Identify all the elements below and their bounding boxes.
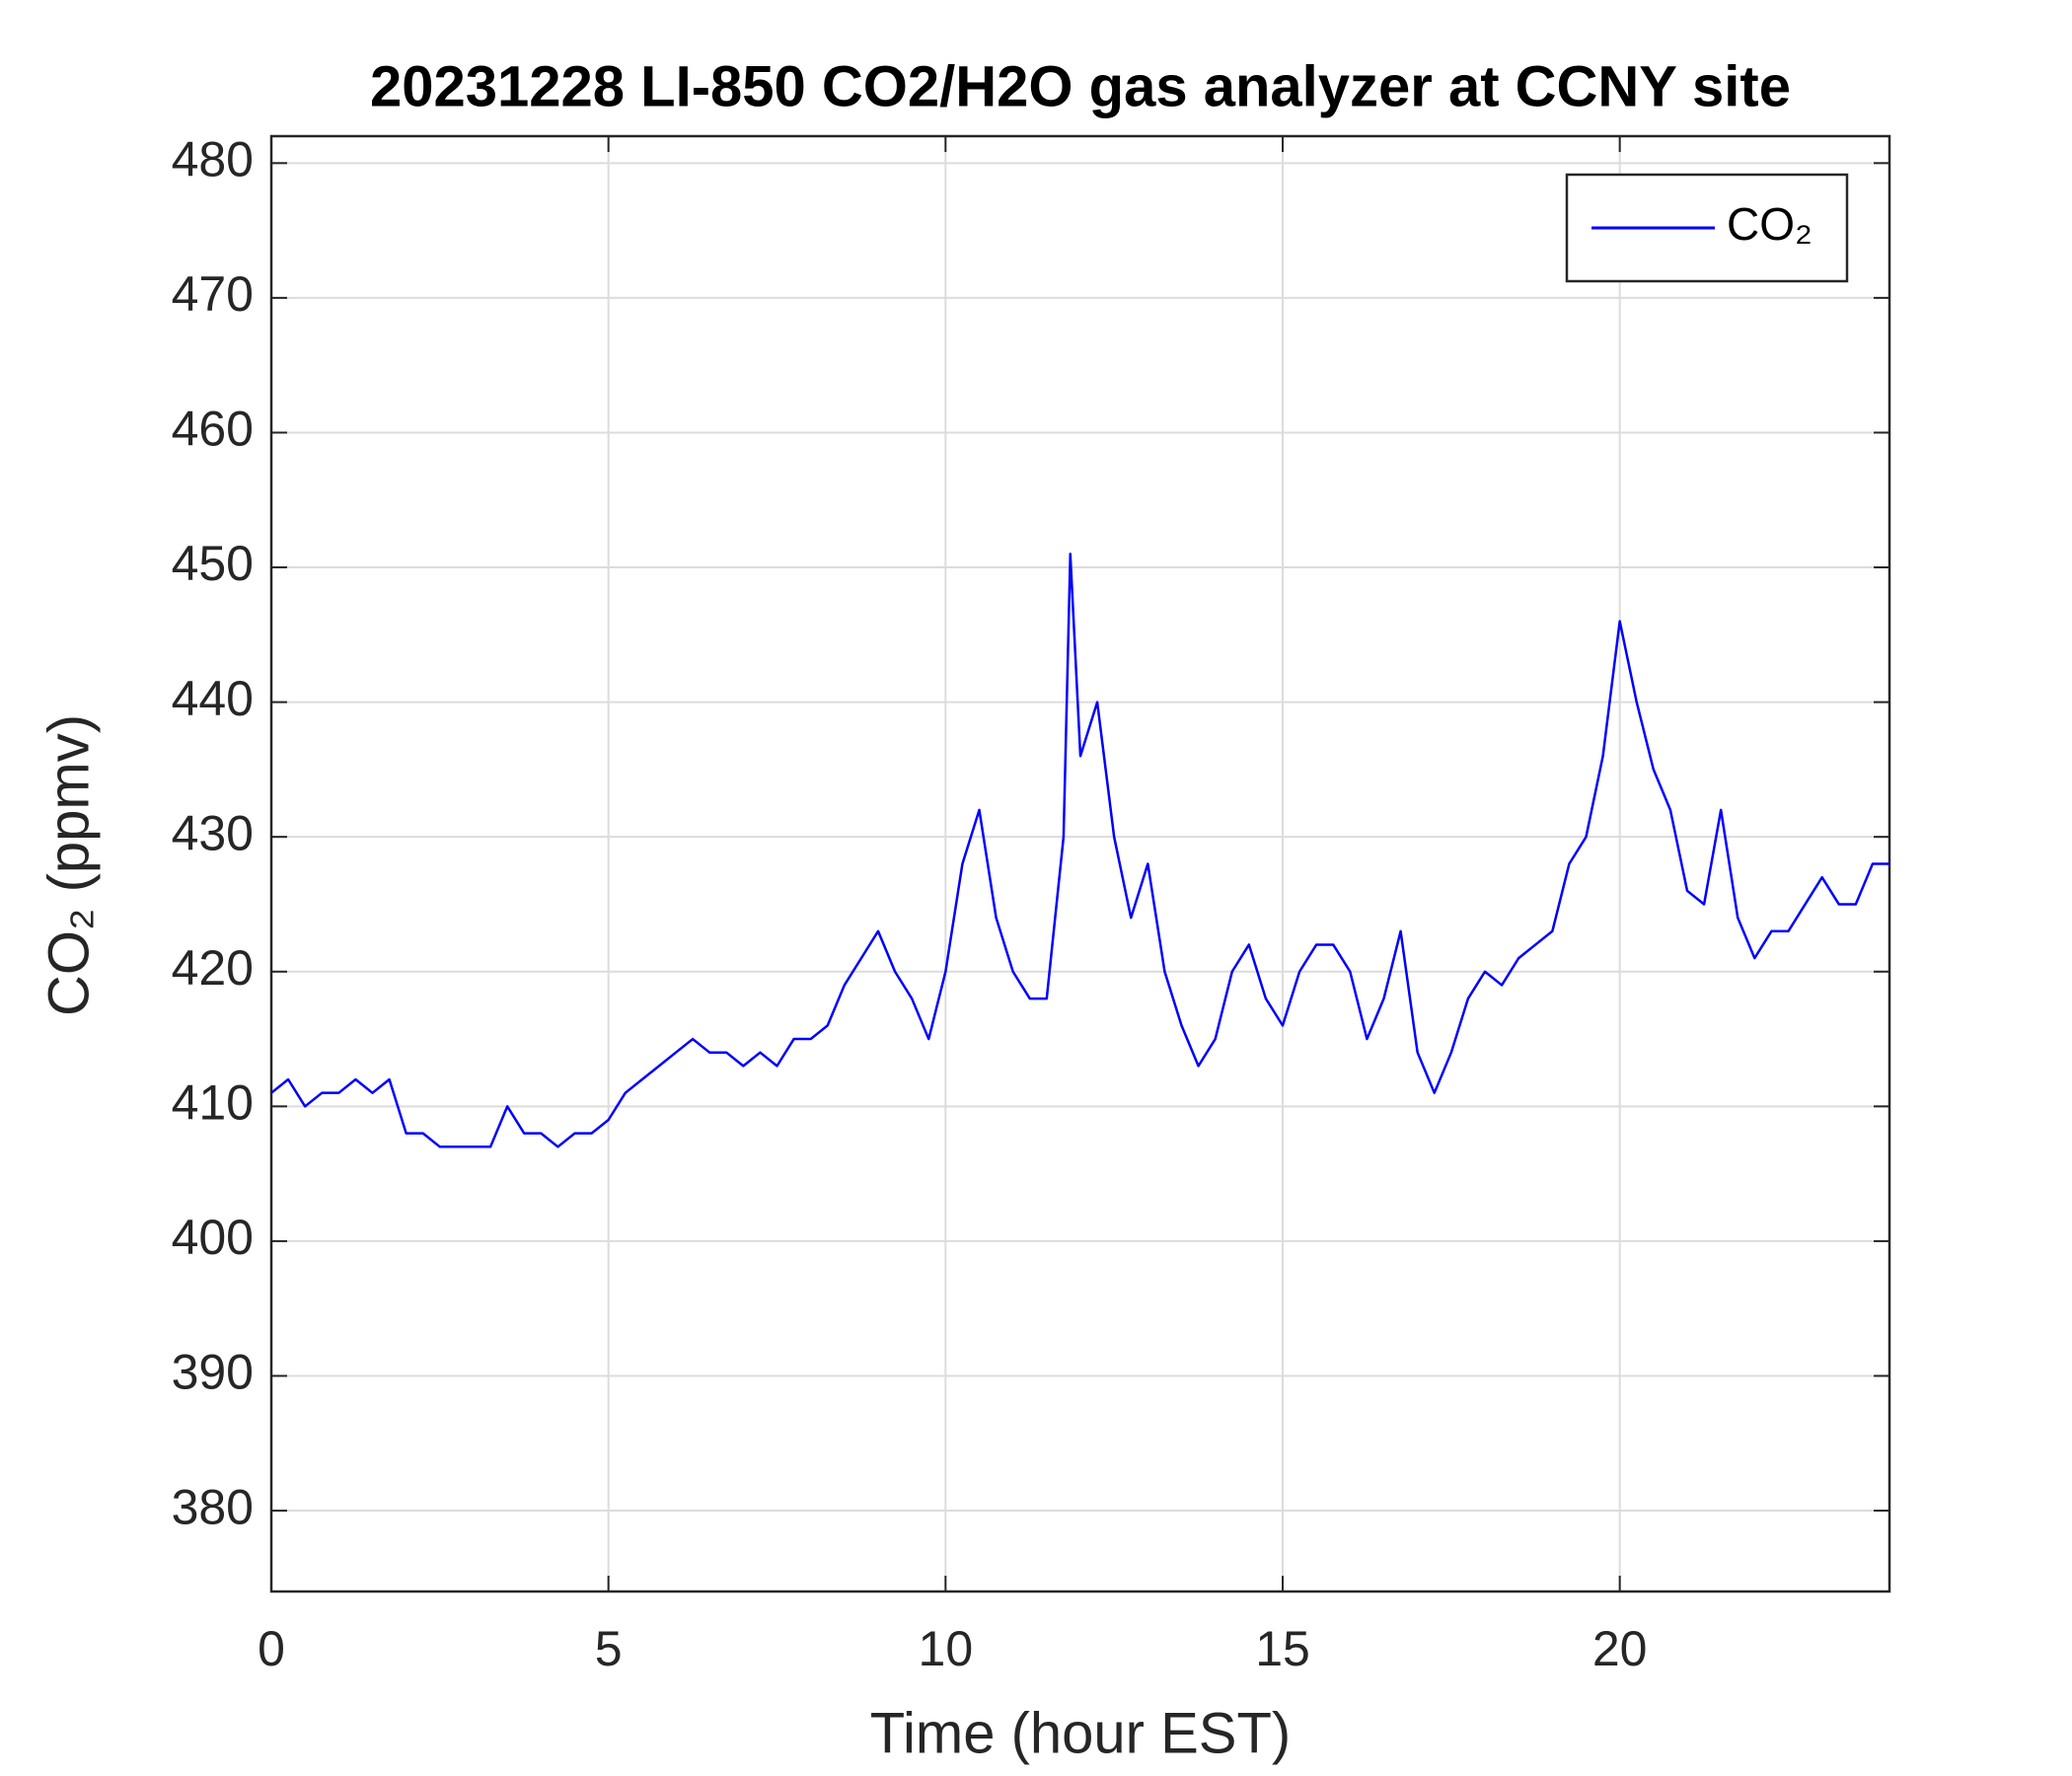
x-tick-label: 20 (1592, 1621, 1648, 1676)
y-tick-label: 410 (172, 1075, 254, 1131)
y-tick-label: 460 (172, 402, 254, 457)
y-tick-label: 450 (172, 536, 254, 591)
x-tick-label: 5 (595, 1621, 623, 1676)
data-line (270, 553, 1889, 1148)
legend-label: CO₂ (1727, 198, 1813, 250)
y-axis-label: CO₂ (ppmv) (37, 714, 101, 1016)
y-tick-label: 390 (172, 1345, 254, 1400)
chart-title: 20231228 LI-850 CO2/H2O gas analyzer at … (370, 54, 1791, 118)
y-tick-label: 470 (172, 266, 254, 322)
y-tick-label: 480 (172, 132, 254, 187)
y-tick-label: 380 (172, 1479, 254, 1534)
plot-frame (269, 134, 1891, 1593)
y-tick-label: 440 (172, 671, 254, 726)
x-tick-label: 15 (1255, 1621, 1310, 1676)
y-tick-label: 430 (172, 805, 254, 860)
y-tick-label: 400 (172, 1210, 254, 1265)
x-axis-label: Time (hour EST) (870, 1701, 1291, 1765)
x-tick-label: 0 (258, 1621, 285, 1676)
x-tick-label: 10 (919, 1621, 974, 1676)
y-tick-label: 420 (172, 940, 254, 996)
